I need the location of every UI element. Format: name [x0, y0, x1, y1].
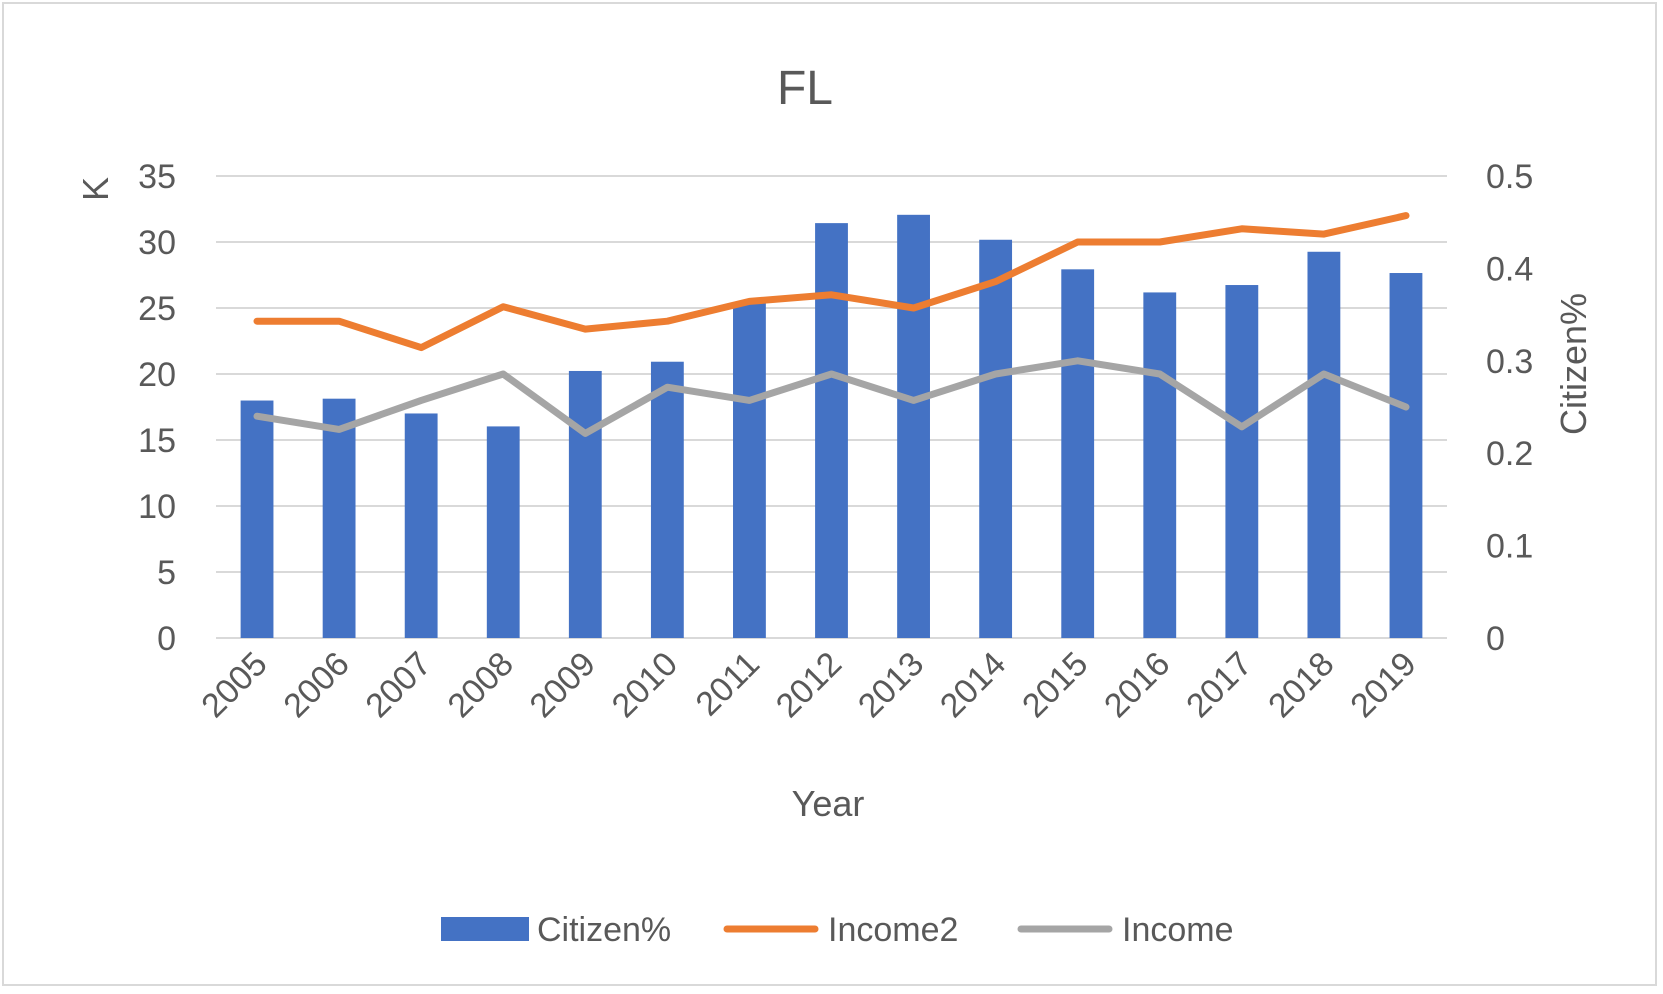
bar [1225, 285, 1259, 638]
x-tick-label: 2005 [194, 645, 274, 725]
x-tick-label: 2015 [1015, 645, 1095, 725]
bar [322, 398, 356, 638]
bar [1061, 269, 1095, 638]
series-line-income2 [253, 212, 1410, 352]
bar [1307, 251, 1341, 638]
x-tick-label: 2009 [523, 645, 603, 725]
y2-axis-title: Citizen% [1553, 293, 1594, 435]
bar [1389, 273, 1423, 638]
y-tick-label: 0 [157, 620, 176, 658]
x-tick-label: 2007 [358, 645, 438, 725]
bar [240, 400, 274, 638]
y2-tick-label: 0 [1486, 620, 1505, 658]
y2-tick-label: 0.2 [1486, 435, 1533, 473]
x-axis-title: Year [792, 783, 865, 824]
legend-label: Income [1122, 911, 1234, 949]
legend-swatch [441, 917, 529, 941]
bar [815, 223, 848, 638]
bar [733, 302, 766, 638]
x-tick-label: 2019 [1343, 645, 1423, 725]
x-tick-label: 2012 [769, 645, 849, 725]
x-tick-label: 2008 [441, 645, 521, 725]
legend-label: Income2 [828, 911, 958, 949]
y2-tick-label: 0.3 [1486, 343, 1533, 381]
bar [1143, 292, 1177, 638]
y2-axis-ticks: 0 0.1 0.2 0.3 0.4 0.5 [1486, 158, 1533, 658]
bar [404, 413, 438, 638]
x-tick-label: 2016 [1097, 645, 1177, 725]
series-line-income [253, 357, 1410, 437]
y-axis-title: K [75, 177, 116, 201]
bar [650, 361, 684, 638]
y-tick-label: 10 [138, 488, 176, 526]
x-tick-label: 2006 [276, 645, 356, 725]
y-tick-label: 30 [138, 224, 176, 262]
y-tick-label: 15 [138, 422, 176, 460]
bar [486, 426, 520, 638]
bar [979, 239, 1013, 639]
y-tick-label: 20 [138, 356, 176, 394]
legend: Citizen% Income2 Income [441, 911, 1234, 949]
y-tick-label: 35 [138, 158, 176, 196]
chart-title: FL [777, 62, 833, 115]
x-tick-label: 2018 [1261, 645, 1341, 725]
x-tick-label: 2010 [605, 645, 685, 725]
line-series [253, 212, 1410, 437]
bar [897, 214, 930, 639]
y-tick-label: 25 [138, 290, 176, 328]
x-tick-label: 2017 [1179, 645, 1259, 725]
x-tick-label: 2013 [851, 645, 931, 725]
y-axis-ticks: 0 5 10 15 20 25 30 35 [138, 158, 176, 658]
bar [568, 370, 602, 638]
x-tick-label: 2011 [689, 645, 768, 724]
x-axis-ticks: 2005 2006 2007 2008 2009 2010 2011 2012 2013 2014… [194, 645, 1423, 725]
y2-tick-label: 0.1 [1486, 528, 1533, 566]
x-tick-label: 2014 [933, 645, 1013, 725]
y2-tick-label: 0.4 [1486, 250, 1533, 288]
y-tick-label: 5 [157, 554, 176, 592]
y2-tick-label: 0.5 [1486, 158, 1533, 196]
legend-label: Citizen% [537, 911, 671, 949]
bar-series [240, 214, 1423, 639]
